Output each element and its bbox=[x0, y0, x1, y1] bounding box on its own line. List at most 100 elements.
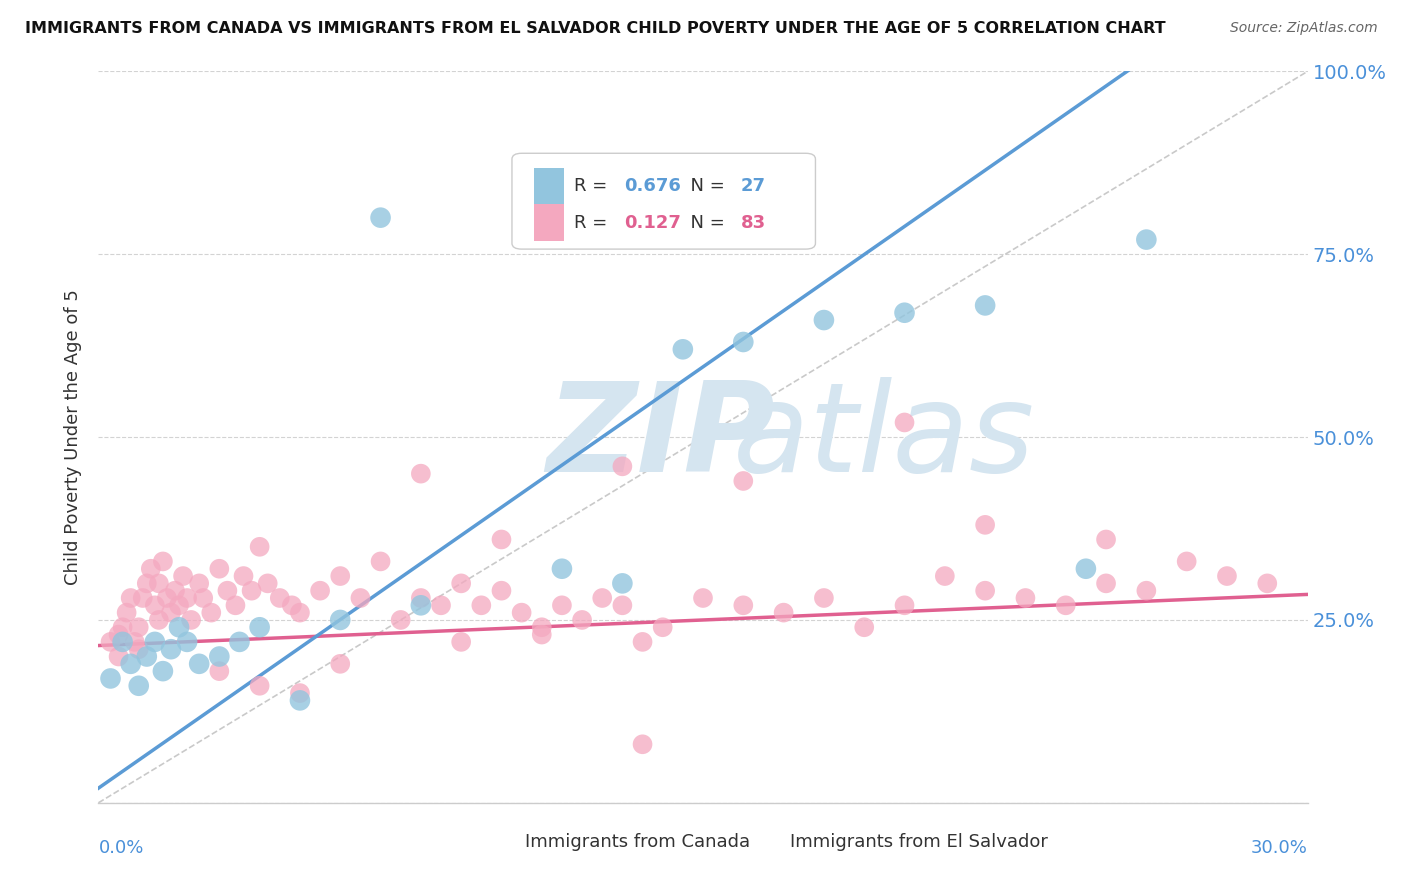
Point bbox=[450, 576, 472, 591]
Point bbox=[208, 664, 231, 678]
Point bbox=[974, 583, 997, 598]
Text: atlas: atlas bbox=[734, 376, 1035, 498]
Point bbox=[180, 613, 202, 627]
Point bbox=[152, 664, 174, 678]
Text: 0.676: 0.676 bbox=[624, 178, 682, 195]
Point bbox=[208, 649, 231, 664]
Text: 83: 83 bbox=[741, 214, 766, 232]
Point bbox=[450, 635, 472, 649]
Point bbox=[217, 583, 239, 598]
Point bbox=[208, 562, 231, 576]
Point bbox=[329, 569, 352, 583]
Text: 27: 27 bbox=[741, 178, 765, 195]
Point bbox=[1135, 233, 1157, 247]
Point bbox=[107, 627, 129, 641]
Point bbox=[288, 686, 311, 700]
Text: N =: N = bbox=[679, 214, 730, 232]
Point bbox=[974, 517, 997, 532]
Point bbox=[430, 599, 453, 613]
Point bbox=[672, 343, 695, 357]
Point bbox=[160, 642, 183, 657]
Point bbox=[1216, 569, 1239, 583]
Point bbox=[491, 583, 513, 598]
Point bbox=[491, 533, 513, 547]
Point bbox=[692, 591, 714, 605]
Point bbox=[128, 642, 150, 657]
Point bbox=[893, 416, 915, 430]
Point bbox=[409, 591, 432, 605]
Point bbox=[612, 576, 634, 591]
Point bbox=[1175, 554, 1198, 568]
Point bbox=[249, 679, 271, 693]
Point bbox=[733, 334, 755, 349]
Text: R =: R = bbox=[574, 178, 613, 195]
Point bbox=[733, 474, 755, 488]
Text: 30.0%: 30.0% bbox=[1251, 839, 1308, 857]
Text: Source: ZipAtlas.com: Source: ZipAtlas.com bbox=[1230, 21, 1378, 35]
Text: Immigrants from Canada: Immigrants from Canada bbox=[526, 832, 751, 851]
Point bbox=[470, 599, 492, 613]
Point bbox=[249, 620, 271, 634]
Point bbox=[813, 591, 835, 605]
Text: 0.127: 0.127 bbox=[624, 214, 682, 232]
Point bbox=[853, 620, 876, 634]
Text: 0.0%: 0.0% bbox=[98, 839, 143, 857]
Point bbox=[193, 591, 215, 605]
Point bbox=[269, 591, 291, 605]
Point bbox=[160, 606, 183, 620]
Point bbox=[612, 599, 634, 613]
Point bbox=[135, 649, 157, 664]
Point bbox=[148, 613, 170, 627]
Point bbox=[176, 635, 198, 649]
Point bbox=[188, 657, 211, 671]
Point bbox=[893, 599, 915, 613]
Point bbox=[1074, 562, 1097, 576]
Text: ZIP: ZIP bbox=[546, 376, 775, 498]
Point bbox=[309, 583, 332, 598]
Point bbox=[100, 672, 122, 686]
Point bbox=[288, 693, 311, 707]
Point bbox=[329, 613, 352, 627]
Point bbox=[349, 591, 371, 605]
FancyBboxPatch shape bbox=[492, 830, 517, 854]
Point bbox=[281, 599, 304, 613]
Point bbox=[551, 562, 574, 576]
Point bbox=[240, 583, 263, 598]
Point bbox=[934, 569, 956, 583]
Point bbox=[148, 576, 170, 591]
Point bbox=[530, 620, 553, 634]
Point bbox=[389, 613, 412, 627]
Point bbox=[167, 599, 190, 613]
Point bbox=[143, 599, 166, 613]
Point bbox=[1054, 599, 1077, 613]
Point bbox=[288, 606, 311, 620]
Point bbox=[893, 306, 915, 320]
Point bbox=[167, 620, 190, 634]
Point bbox=[631, 737, 654, 751]
Point bbox=[228, 635, 250, 649]
Point bbox=[370, 211, 392, 225]
Y-axis label: Child Poverty Under the Age of 5: Child Poverty Under the Age of 5 bbox=[65, 289, 83, 585]
Point bbox=[107, 649, 129, 664]
Point bbox=[551, 599, 574, 613]
Point bbox=[139, 562, 162, 576]
Point bbox=[135, 576, 157, 591]
Point bbox=[176, 591, 198, 605]
Point bbox=[120, 657, 142, 671]
Point bbox=[733, 599, 755, 613]
Text: Immigrants from El Salvador: Immigrants from El Salvador bbox=[790, 832, 1047, 851]
Point bbox=[100, 635, 122, 649]
Point bbox=[111, 635, 134, 649]
Point bbox=[370, 554, 392, 568]
Point bbox=[813, 313, 835, 327]
Point bbox=[124, 635, 146, 649]
Point bbox=[224, 599, 246, 613]
Point bbox=[1095, 576, 1118, 591]
Point bbox=[232, 569, 254, 583]
Text: IMMIGRANTS FROM CANADA VS IMMIGRANTS FROM EL SALVADOR CHILD POVERTY UNDER THE AG: IMMIGRANTS FROM CANADA VS IMMIGRANTS FRO… bbox=[25, 21, 1166, 36]
FancyBboxPatch shape bbox=[534, 204, 564, 241]
Point bbox=[651, 620, 673, 634]
Point bbox=[249, 540, 271, 554]
Point bbox=[530, 627, 553, 641]
Point bbox=[188, 576, 211, 591]
